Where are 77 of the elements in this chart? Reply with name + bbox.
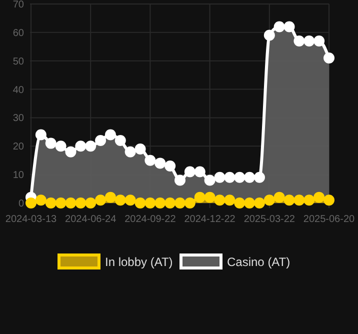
point (65, 198, 76, 208)
point (174, 198, 186, 208)
point (274, 192, 285, 203)
point (324, 194, 334, 206)
point (26, 198, 36, 208)
x-tick-label: 2025-03-22 (244, 214, 296, 225)
x-tick-label: 2024-12-22 (184, 214, 236, 225)
point (45, 198, 56, 208)
point (55, 198, 66, 208)
point (244, 172, 256, 183)
point (254, 198, 265, 208)
point (114, 134, 126, 146)
point (164, 160, 176, 172)
point (214, 194, 226, 206)
y-tick-label: 70 (12, 0, 24, 10)
x-tick-label: 2024-03-13 (5, 214, 58, 225)
point (194, 166, 206, 178)
point (124, 194, 136, 206)
y-tick-label: 0 (18, 198, 24, 210)
point (284, 21, 295, 32)
point (85, 198, 96, 208)
point (124, 146, 136, 158)
point (154, 198, 166, 208)
point (75, 140, 86, 152)
point (114, 194, 126, 206)
point (194, 192, 206, 203)
legend-label: Casino (AT) (227, 255, 290, 269)
point (164, 198, 176, 208)
point (204, 174, 216, 186)
point (144, 154, 156, 166)
point (184, 166, 196, 178)
point (144, 198, 156, 208)
y-tick-label: 40 (12, 84, 24, 96)
point (264, 194, 275, 206)
point (85, 140, 96, 152)
point (244, 198, 256, 208)
point (294, 35, 305, 46)
point (294, 194, 305, 206)
point (234, 198, 246, 208)
y-tick-label: 20 (12, 142, 24, 153)
point (224, 194, 236, 206)
point (154, 158, 166, 169)
point (104, 192, 116, 203)
point (204, 192, 216, 203)
point (75, 198, 86, 208)
point (95, 134, 106, 146)
point (284, 194, 295, 206)
y-tick-label: 30 (12, 113, 24, 124)
point (174, 174, 186, 186)
point (134, 198, 146, 208)
point (254, 172, 265, 183)
point (45, 138, 56, 149)
point (304, 194, 315, 206)
legend-label: In lobby (AT) (105, 255, 173, 269)
point (224, 172, 236, 183)
point (234, 172, 246, 183)
y-tick-label: 10 (12, 170, 24, 182)
point (35, 194, 46, 206)
point (95, 194, 106, 206)
point (324, 52, 334, 64)
point (65, 146, 76, 158)
point (304, 35, 315, 46)
point (274, 21, 285, 32)
y-tick-label: 60 (12, 28, 24, 39)
point (184, 198, 196, 208)
x-tick-label: 2024-09-22 (124, 214, 176, 225)
point (314, 192, 325, 203)
y-tick-label: 50 (12, 56, 24, 68)
point (35, 129, 46, 140)
point (134, 143, 146, 154)
point (214, 172, 226, 183)
x-tick-label: 2025-06-20 (303, 214, 356, 225)
point (264, 30, 275, 41)
x-tick-label: 2024-06-24 (65, 214, 117, 225)
point (104, 129, 116, 140)
point (314, 35, 325, 46)
point (55, 140, 66, 152)
